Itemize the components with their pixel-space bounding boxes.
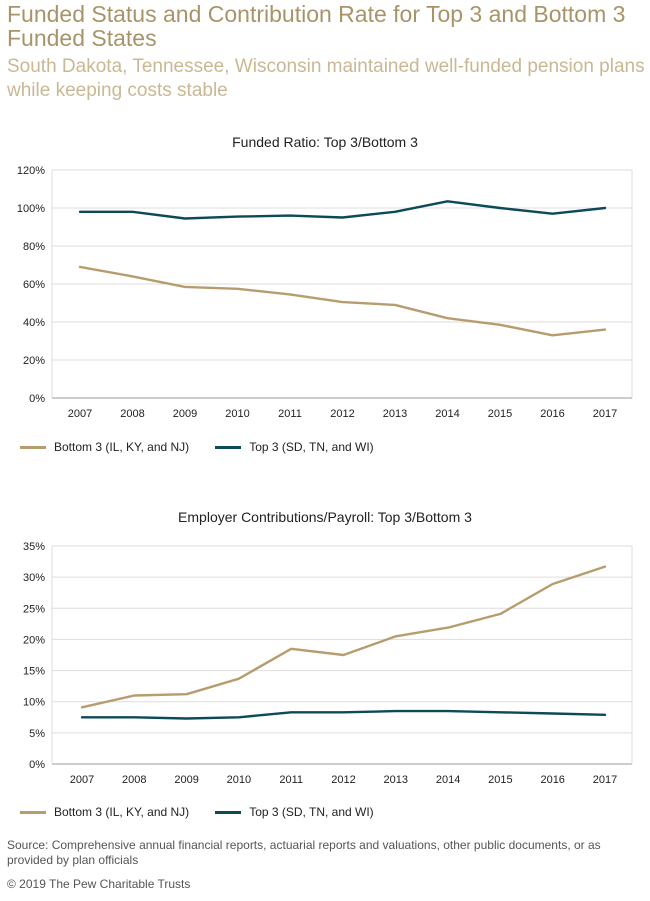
chart-2-legend: Bottom 3 (IL, KY, and NJ) Top 3 (SD, TN,… xyxy=(20,805,400,819)
y-tick-label: 5% xyxy=(29,728,45,740)
y-tick-label: 30% xyxy=(23,572,45,584)
y-tick-label: 25% xyxy=(23,603,45,615)
legend-label-bottom-3: Bottom 3 (IL, KY, and NJ) xyxy=(54,805,190,819)
legend-item-top-3: Top 3 (SD, TN, and WI) xyxy=(215,440,374,454)
x-tick-label: 2014 xyxy=(435,408,459,420)
x-tick-label: 2015 xyxy=(488,774,512,786)
chart-1-legend: Bottom 3 (IL, KY, and NJ) Top 3 (SD, TN,… xyxy=(20,440,400,454)
y-tick-label: 10% xyxy=(23,697,45,709)
legend-label-top-3: Top 3 (SD, TN, and WI) xyxy=(249,440,374,454)
x-tick-label: 2010 xyxy=(227,774,251,786)
x-tick-label: 2008 xyxy=(120,408,144,420)
legend-item-bottom-3: Bottom 3 (IL, KY, and NJ) xyxy=(20,805,189,819)
x-tick-label: 2014 xyxy=(436,774,460,786)
funded-ratio-chart: 0% 20% 40% 60% 80% 100% 120% 2007 2008 2009 2010 20… xyxy=(17,165,633,420)
x-tick-label: 2009 xyxy=(174,774,198,786)
legend-item-top-3: Top 3 (SD, TN, and WI) xyxy=(215,805,374,819)
y-tick-label: 100% xyxy=(17,203,45,215)
page-title: Funded Status and Contribution Rate for … xyxy=(7,1,626,51)
series-line-bottom-3 xyxy=(80,565,607,709)
y-tick-label: 35% xyxy=(23,541,45,553)
x-tick-label: 2013 xyxy=(384,774,408,786)
y-tick-label: 15% xyxy=(23,666,45,678)
x-tick-label: 2011 xyxy=(278,408,302,420)
x-tick-label: 2012 xyxy=(330,408,354,420)
y-tick-label: 60% xyxy=(23,279,45,291)
source-note: Source: Comprehensive annual financial r… xyxy=(7,838,601,867)
copyright: © 2019 The Pew Charitable Trusts xyxy=(7,877,191,891)
x-tick-label: 2017 xyxy=(593,774,617,786)
x-tick-label: 2017 xyxy=(593,408,617,420)
x-tick-label: 2009 xyxy=(173,408,197,420)
chart-1-title: Funded Ratio: Top 3/Bottom 3 xyxy=(232,134,418,150)
series-line-top-3 xyxy=(78,200,607,220)
x-tick-label: 2015 xyxy=(488,408,512,420)
series-line-top-3 xyxy=(80,709,607,720)
legend-label-top-3: Top 3 (SD, TN, and WI) xyxy=(249,805,374,819)
y-tick-label: 120% xyxy=(17,165,45,177)
contributions-chart: 0% 5% 10% 15% 20% 25% 30% 35% 2007 2008 2009 2010 20… xyxy=(23,541,633,786)
x-tick-label: 2008 xyxy=(122,774,146,786)
legend-item-bottom-3: Bottom 3 (IL, KY, and NJ) xyxy=(20,440,189,454)
y-tick-label: 40% xyxy=(23,317,45,329)
x-tick-label: 2011 xyxy=(279,774,303,786)
legend-swatch-top-3 xyxy=(215,445,242,449)
series-line-bottom-3 xyxy=(78,265,607,337)
legend-swatch-bottom-3 xyxy=(20,810,46,814)
page-subtitle: South Dakota, Tennessee, Wisconsin maint… xyxy=(7,56,645,101)
x-tick-label: 2007 xyxy=(68,408,92,420)
x-tick-label: 2012 xyxy=(331,774,355,786)
y-tick-label: 0% xyxy=(29,393,45,405)
y-tick-label: 20% xyxy=(23,634,45,646)
legend-swatch-bottom-3 xyxy=(20,445,46,449)
y-tick-label: 80% xyxy=(23,241,45,253)
x-tick-label: 2016 xyxy=(540,408,564,420)
y-tick-label: 20% xyxy=(23,355,45,367)
x-tick-label: 2016 xyxy=(540,774,564,786)
x-tick-label: 2007 xyxy=(70,774,94,786)
y-tick-label: 0% xyxy=(29,759,45,771)
x-tick-label: 2010 xyxy=(225,408,249,420)
legend-swatch-top-3 xyxy=(215,810,242,814)
legend-label-bottom-3: Bottom 3 (IL, KY, and NJ) xyxy=(54,440,190,454)
chart-2-title: Employer Contributions/Payroll: Top 3/Bo… xyxy=(178,509,472,525)
x-tick-label: 2013 xyxy=(383,408,407,420)
